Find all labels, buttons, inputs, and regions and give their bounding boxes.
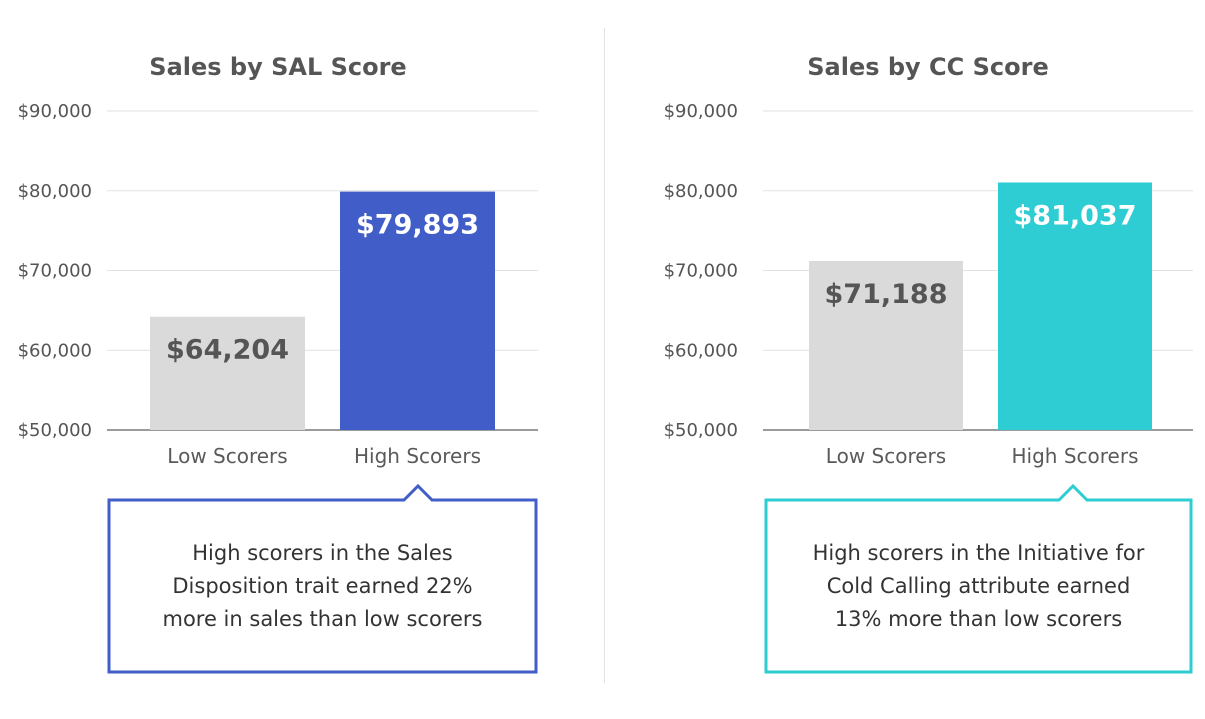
- data-label: $81,037: [1014, 200, 1137, 231]
- callout-line: 13% more than low scorers: [834, 607, 1123, 631]
- bar-chart-sal: $50,000 $60,000 $70,000 $80,000 $90,000 Low S…: [18, 101, 538, 674]
- y-tick-label: $70,000: [18, 261, 92, 282]
- category-label: Low Scorers: [167, 444, 287, 468]
- callout-box: [764, 483, 1193, 674]
- bar-high-scorers: [340, 191, 495, 430]
- y-tick-label: $60,000: [664, 340, 738, 361]
- callout-line: Disposition trait earned 22%: [172, 574, 473, 598]
- y-tick-label: $80,000: [664, 181, 738, 202]
- callout-line: High scorers in the Sales: [192, 541, 453, 565]
- category-label: High Scorers: [354, 444, 481, 468]
- callout-line: High scorers in the Initiative for: [812, 541, 1145, 565]
- callout-text: High scorers in the Initiative for Cold C…: [766, 537, 1191, 636]
- chart-panel-cc: Sales by CC Score $50,000 $60,000 $70,000 $…: [605, 0, 1205, 719]
- bar-low-scorers: [809, 261, 963, 430]
- callout-box: [107, 483, 538, 674]
- y-tick-label: $50,000: [18, 420, 92, 441]
- bar-high-scorers: [998, 182, 1152, 430]
- data-label: $64,204: [166, 335, 289, 366]
- panel-divider: [604, 28, 605, 683]
- callout-line: Cold Calling attribute earned: [826, 574, 1131, 598]
- y-tick-label: $70,000: [664, 261, 738, 282]
- callout-line: more in sales than low scorers: [162, 607, 483, 631]
- y-tick-label: $60,000: [18, 340, 92, 361]
- y-tick-label: $80,000: [18, 181, 92, 202]
- bar-chart-cc: $50,000 $60,000 $70,000 $80,000 $90,000 Low S…: [664, 101, 1193, 674]
- chart-panel-sal: Sales by SAL Score $50,000 $60,000 $70,000…: [0, 0, 600, 719]
- chart-title: Sales by SAL Score: [149, 53, 407, 81]
- category-label: High Scorers: [1012, 444, 1139, 468]
- callout-text: High scorers in the Sales Disposition tra…: [109, 537, 536, 636]
- data-label: $71,188: [825, 279, 948, 310]
- data-label: $79,893: [356, 210, 479, 241]
- chart-title: Sales by CC Score: [807, 53, 1049, 81]
- y-tick-label: $90,000: [18, 101, 92, 122]
- y-tick-label: $50,000: [664, 420, 738, 441]
- y-tick-label: $90,000: [664, 101, 738, 122]
- bar-low-scorers: [150, 316, 305, 430]
- category-label: Low Scorers: [826, 444, 946, 468]
